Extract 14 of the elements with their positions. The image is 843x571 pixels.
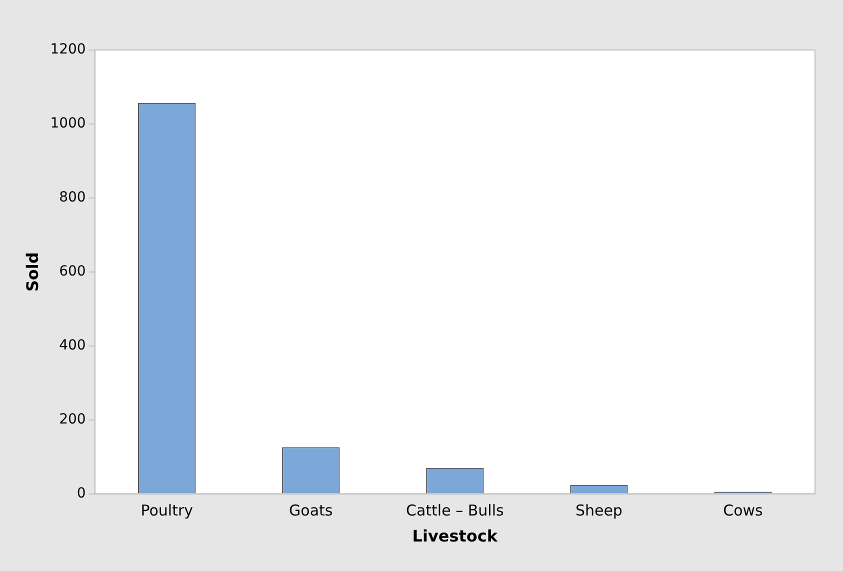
y-tick-label: 1000	[50, 116, 86, 132]
y-tick-label: 0	[76, 485, 86, 502]
y-axis-title: Sold	[22, 252, 42, 292]
x-tick-label: Poultry	[140, 502, 194, 520]
x-tick-label: Cows	[723, 502, 764, 520]
y-tick-label: 600	[59, 264, 86, 280]
x-tick-label: Goats	[289, 502, 333, 520]
x-tick-label: Cattle – Bulls	[406, 502, 504, 520]
y-tick-label: 800	[59, 190, 86, 206]
x-axis-title: Livestock	[412, 526, 498, 546]
y-tick-label: 400	[59, 338, 86, 354]
y-tick-label: 200	[59, 411, 86, 428]
x-tick-label: Sheep	[575, 502, 622, 520]
y-tick-label: 1200	[50, 42, 86, 58]
